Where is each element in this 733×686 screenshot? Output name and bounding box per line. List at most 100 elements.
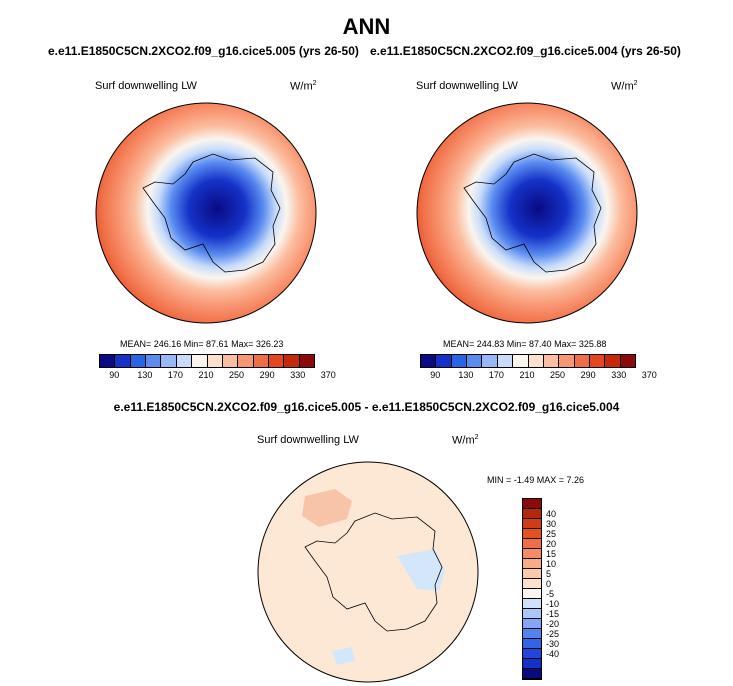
panel3-units: W/m2 (452, 434, 479, 447)
panel3-variable-label: Surf downwelling LW (257, 434, 359, 446)
colorbar-tick-label: 330 (611, 370, 627, 380)
colorbar-cell (100, 355, 116, 367)
colorbar-cell (436, 355, 452, 367)
colorbar-cell (523, 659, 541, 669)
colorbar-tick-label: 10 (546, 558, 557, 569)
panel1-polar-map (95, 102, 317, 324)
panel1-colorbar-ticks: 90 130 170 210 250 290 330 370 (99, 370, 336, 382)
colorbar-tick-label: 290 (580, 370, 596, 380)
panel1-field (96, 103, 316, 323)
colorbar-cell (130, 355, 147, 367)
colorbar-tick-label: 90 (109, 370, 120, 380)
colorbar-cell (620, 355, 636, 367)
colorbar-cell (451, 355, 468, 367)
colorbar-tick-label: 250 (229, 370, 245, 380)
colorbar-tick-label: 370 (320, 370, 336, 380)
colorbar-cell (523, 569, 541, 579)
panel2-colorbar (420, 354, 636, 368)
panel3-positive-anomaly (302, 489, 352, 527)
colorbar-tick-label: 15 (546, 548, 557, 559)
colorbar-cell (421, 355, 437, 367)
colorbar-cell (523, 609, 541, 619)
colorbar-cell (146, 355, 162, 367)
figure-title: ANN (342, 14, 391, 39)
colorbar-cell (543, 355, 560, 367)
panel2-run-title: e.e11.E1850C5CN.2XCO2.f09_g16.cice5.004 … (370, 44, 681, 58)
panel1-variable-label: Surf downwelling LW (95, 80, 197, 92)
colorbar-tick-label: 25 (546, 528, 557, 539)
colorbar-cell (523, 639, 541, 649)
colorbar-cell (268, 355, 285, 367)
colorbar-tick-label: 40 (546, 508, 557, 519)
colorbar-tick-label: 20 (546, 538, 557, 549)
colorbar-cell (523, 619, 541, 629)
panel3-antarctica-outline (304, 512, 443, 632)
colorbar-cell (523, 559, 541, 569)
colorbar-cell (161, 355, 177, 367)
colorbar-tick-label: 250 (550, 370, 566, 380)
colorbar-tick-label: 130 (458, 370, 474, 380)
panel3-negative-anomaly-south (332, 647, 355, 665)
colorbar-tick-label: 330 (290, 370, 306, 380)
colorbar-cell (523, 649, 541, 659)
panel1-run-title: e.e11.E1850C5CN.2XCO2.f09_g16.cice5.005 … (48, 44, 359, 58)
colorbar-tick-label: -15 (546, 608, 560, 619)
colorbar-tick-label: -10 (546, 598, 560, 609)
panel2-colorbar-ticks: 90 130 170 210 250 290 330 370 (420, 370, 657, 382)
colorbar-cell (559, 355, 575, 367)
difference-title: e.e11.E1850C5CN.2XCO2.f09_g16.cice5.005 … (113, 400, 620, 414)
colorbar-tick-label: -25 (546, 628, 560, 639)
colorbar-cell (513, 355, 529, 367)
colorbar-cell (523, 499, 541, 509)
colorbar-tick-label: -5 (546, 588, 555, 599)
colorbar-cell (528, 355, 544, 367)
colorbar-tick-label: 290 (259, 370, 275, 380)
colorbar-cell (284, 355, 300, 367)
panel1-units: W/m2 (290, 80, 317, 93)
colorbar-tick-label: 170 (167, 370, 183, 380)
colorbar-cell (523, 519, 541, 529)
colorbar-tick-label: -40 (546, 648, 560, 659)
colorbar-cell (523, 669, 541, 679)
colorbar-cell (222, 355, 239, 367)
panel2-map-border (416, 102, 638, 324)
panel1-antarctica-outline (142, 153, 281, 273)
colorbar-cell (299, 355, 315, 367)
colorbar-cell (523, 549, 541, 559)
colorbar-cell (605, 355, 621, 367)
panel3-colorbar-ticks: 40 30 25 20 15 10 5 0 -5 -10 -15 -20 -25 -30 -40 (546, 498, 576, 678)
colorbar-cell (482, 355, 498, 367)
panel1-stats: MEAN= 246.16 Min= 87.61 Max= 326.23 (120, 339, 284, 349)
colorbar-tick-label: 210 (519, 370, 535, 380)
panel2-stats: MEAN= 244.83 Min= 87.40 Max= 325.88 (443, 339, 607, 349)
colorbar-cell (253, 355, 269, 367)
colorbar-cell (238, 355, 254, 367)
colorbar-cell (497, 355, 514, 367)
colorbar-cell (192, 355, 208, 367)
colorbar-cell (589, 355, 606, 367)
panel2-polar-map (416, 102, 638, 324)
panel2-variable-label: Surf downwelling LW (416, 80, 518, 92)
panel2-field (417, 103, 637, 323)
colorbar-tick-label: 30 (546, 518, 557, 529)
colorbar-tick-label: -30 (546, 638, 560, 649)
colorbar-cell (207, 355, 223, 367)
colorbar-tick-label: 130 (137, 370, 153, 380)
colorbar-cell (523, 509, 541, 519)
panel2-units: W/m2 (611, 80, 638, 93)
colorbar-cell (176, 355, 193, 367)
colorbar-tick-label: -20 (546, 618, 560, 629)
colorbar-cell (115, 355, 131, 367)
colorbar-cell (523, 539, 541, 549)
colorbar-cell (523, 589, 541, 599)
colorbar-tick-label: 210 (198, 370, 214, 380)
panel1-colorbar (99, 354, 315, 368)
panel3-polar-map (257, 461, 479, 683)
colorbar-tick-label: 0 (546, 578, 552, 589)
panel3-map-border (257, 461, 479, 683)
panel3-negative-anomaly (397, 549, 445, 591)
panel3-colorbar (522, 498, 542, 680)
panel1-map-border (95, 102, 317, 324)
panel3-stats: MIN = -1.49 MAX = 7.26 (487, 475, 585, 485)
colorbar-tick-label: 370 (641, 370, 657, 380)
